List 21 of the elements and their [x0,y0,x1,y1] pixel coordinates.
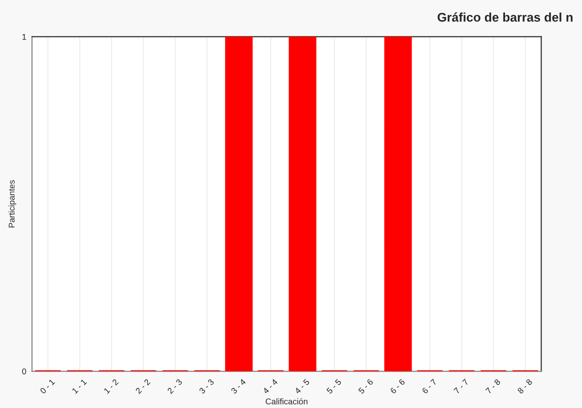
x-tick-label: 0 - 1 [40,378,56,394]
chart-title: Gráfico de barras del n [438,12,573,22]
x-tick-label: 2 - 2 [135,378,151,394]
x-tick-label: 4 - 5 [294,378,310,394]
x-tick-label: 1 - 2 [104,378,119,394]
y-axis-title: Participantes [8,180,16,228]
x-tick-label: 2 - 3 [167,378,182,394]
x-axis-title: Calificación [266,398,308,404]
x-tick-label: 6 - 6 [390,378,406,394]
x-tick-label: 8 - 8 [517,378,533,394]
x-tick-label: 6 - 7 [422,378,438,394]
x-tick-label: 7 - 7 [454,378,469,394]
x-tick-label: 4 - 4 [262,378,278,394]
x-tick-label: 5 - 6 [358,378,374,394]
y-tick-label: 1 [22,34,26,40]
x-tick-label: 3 - 4 [230,378,246,394]
x-tick-label: 3 - 3 [198,378,214,394]
y-tick-label: 0 [22,368,26,374]
x-tick-label: 7 - 8 [485,378,501,394]
x-tick-label: 5 - 5 [326,378,342,394]
x-tick-label: 1 - 1 [72,378,87,394]
